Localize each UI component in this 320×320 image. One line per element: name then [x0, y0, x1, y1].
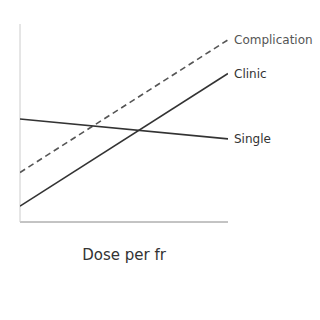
- chart: Complication Clinic Single Dose per fr: [0, 0, 320, 320]
- series-label: Complication: [234, 33, 313, 47]
- series-line: [20, 74, 228, 207]
- line-labels: Complication Clinic Single: [234, 33, 313, 146]
- x-axis-line: [20, 222, 228, 223]
- series-line: [20, 40, 228, 173]
- series-line: [20, 119, 228, 139]
- series-label: Single: [234, 132, 271, 146]
- x-axis-label: Dose per fr: [82, 246, 167, 264]
- y-axis-line: [20, 24, 21, 222]
- chart-container: Complication Clinic Single Dose per fr: [0, 0, 320, 320]
- lines: [20, 40, 228, 206]
- series-label: Clinic: [234, 67, 267, 81]
